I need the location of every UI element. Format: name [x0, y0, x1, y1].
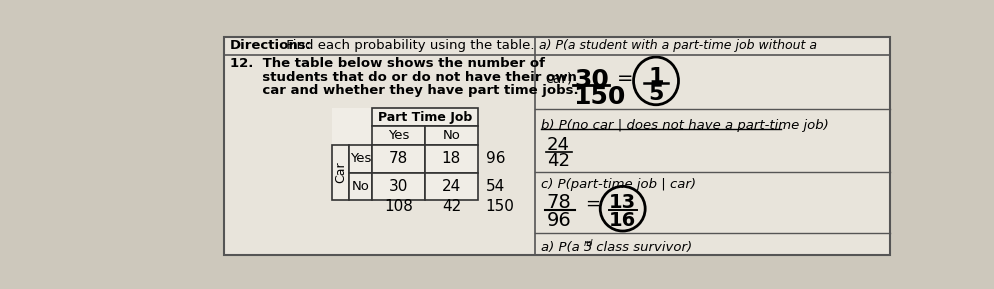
- FancyBboxPatch shape: [372, 126, 424, 145]
- Text: 78: 78: [389, 151, 408, 166]
- Text: 18: 18: [441, 151, 460, 166]
- FancyBboxPatch shape: [424, 145, 477, 173]
- Text: 42: 42: [441, 199, 460, 214]
- Text: 30: 30: [389, 179, 408, 194]
- Text: Find each probability using the table.: Find each probability using the table.: [282, 39, 535, 52]
- Text: 24: 24: [441, 179, 460, 194]
- Text: car and whether they have part time jobs.: car and whether they have part time jobs…: [230, 84, 578, 97]
- Text: Car: Car: [334, 162, 347, 183]
- FancyBboxPatch shape: [332, 145, 349, 200]
- Text: Yes: Yes: [350, 152, 371, 165]
- Text: Part Time Job: Part Time Job: [378, 111, 472, 124]
- Text: =: =: [616, 69, 633, 88]
- Text: 108: 108: [384, 199, 413, 214]
- Text: 1: 1: [648, 67, 663, 87]
- FancyBboxPatch shape: [372, 145, 424, 173]
- FancyBboxPatch shape: [372, 173, 424, 200]
- Text: No: No: [352, 180, 370, 193]
- Text: a) P(a 3: a) P(a 3: [540, 241, 591, 254]
- Text: students that do or do not have their own: students that do or do not have their ow…: [230, 71, 577, 84]
- Text: 96: 96: [485, 151, 505, 166]
- Text: a) P(a student with a part-time job without a: a) P(a student with a part-time job with…: [539, 39, 816, 52]
- FancyBboxPatch shape: [424, 173, 477, 200]
- FancyBboxPatch shape: [424, 126, 477, 145]
- Text: class survivor): class survivor): [591, 241, 691, 254]
- Text: 96: 96: [546, 211, 571, 230]
- Text: =: =: [584, 195, 600, 213]
- Text: 30: 30: [575, 68, 609, 92]
- Text: 150: 150: [573, 86, 625, 110]
- FancyBboxPatch shape: [332, 108, 477, 200]
- Text: 24: 24: [546, 136, 570, 154]
- Text: c) P(part-time job | car): c) P(part-time job | car): [540, 178, 695, 191]
- Text: b) P(no car | does not have a part-time job): b) P(no car | does not have a part-time …: [540, 118, 827, 131]
- FancyBboxPatch shape: [372, 108, 477, 126]
- Text: Directions:: Directions:: [230, 39, 311, 52]
- Text: rd: rd: [583, 240, 592, 249]
- Text: 5: 5: [648, 84, 663, 104]
- Text: 78: 78: [546, 193, 571, 212]
- Text: 54: 54: [485, 179, 504, 194]
- Text: 16: 16: [608, 211, 636, 230]
- FancyBboxPatch shape: [224, 37, 890, 255]
- Text: Yes: Yes: [388, 129, 409, 142]
- Text: 42: 42: [546, 153, 570, 171]
- FancyBboxPatch shape: [349, 145, 372, 173]
- Text: 12.  The table below shows the number of: 12. The table below shows the number of: [230, 58, 545, 71]
- Text: 150: 150: [485, 199, 514, 214]
- FancyBboxPatch shape: [349, 173, 372, 200]
- Text: 13: 13: [608, 193, 635, 212]
- Text: No: No: [442, 129, 460, 142]
- Text: car): car): [545, 72, 572, 86]
